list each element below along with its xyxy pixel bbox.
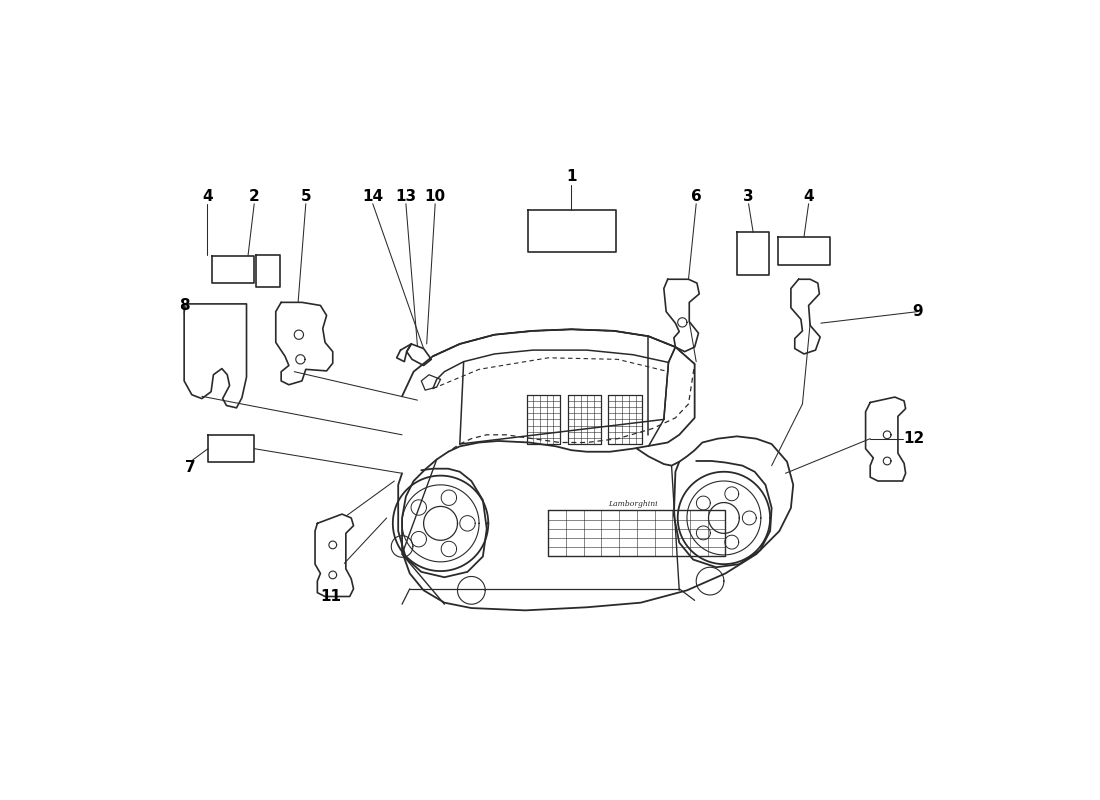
- Text: 14: 14: [362, 189, 384, 204]
- Text: 1: 1: [566, 170, 576, 184]
- Text: 11: 11: [321, 589, 342, 604]
- Text: 5: 5: [300, 189, 311, 204]
- Text: 10: 10: [425, 189, 446, 204]
- Text: 7: 7: [185, 461, 196, 475]
- Text: 9: 9: [913, 304, 923, 319]
- Text: 2: 2: [249, 189, 260, 204]
- Text: 12: 12: [903, 431, 925, 446]
- Text: 4: 4: [202, 189, 212, 204]
- Text: 3: 3: [744, 189, 754, 204]
- Text: 8: 8: [179, 298, 189, 313]
- Text: 6: 6: [691, 189, 702, 204]
- Text: 4: 4: [803, 189, 814, 204]
- Text: 13: 13: [395, 189, 417, 204]
- Text: Lamborghini: Lamborghini: [608, 500, 658, 508]
